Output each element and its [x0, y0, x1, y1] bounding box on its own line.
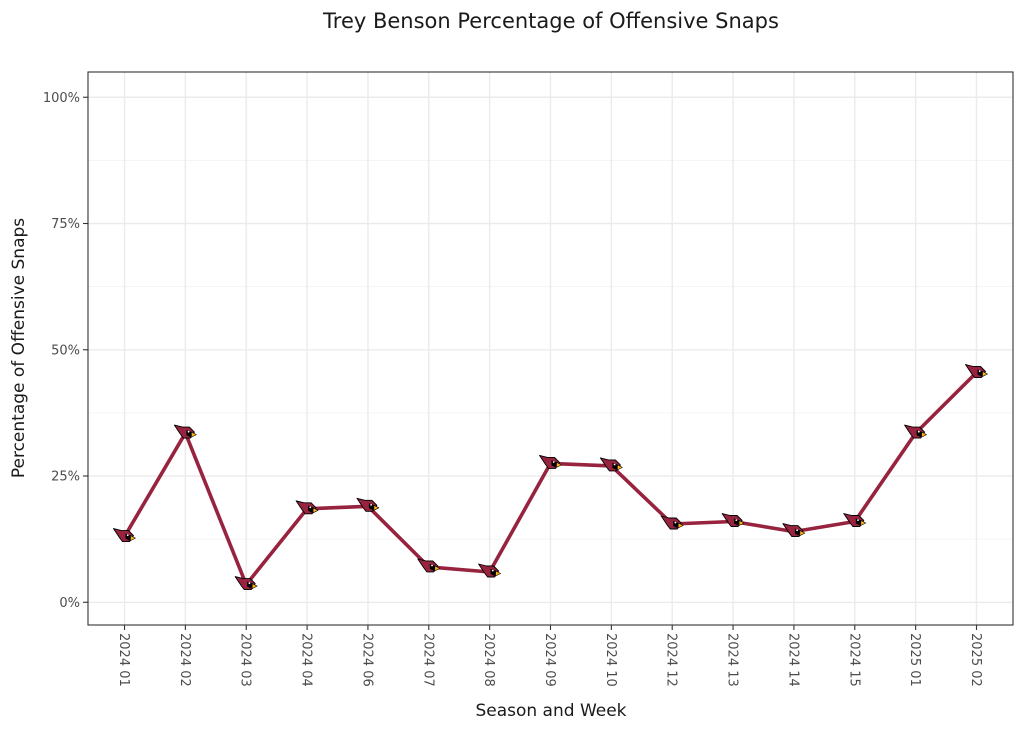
y-tick-label: 25% [51, 470, 80, 485]
x-tick-label: 2024 06 [359, 633, 374, 687]
data-point-marker [539, 454, 562, 469]
x-tick-label: 2025 02 [968, 633, 983, 687]
cardinals-logo-icon [843, 513, 867, 527]
cardinals-logo-icon [965, 364, 988, 378]
data-point-marker [417, 558, 441, 573]
data-point-marker [599, 457, 623, 472]
cardinals-logo-icon [782, 523, 806, 538]
y-tick-label: 50% [51, 343, 80, 358]
marker-group [113, 364, 988, 591]
data-point-marker [721, 513, 745, 527]
x-tick-label: 2025 01 [907, 633, 922, 687]
cardinals-logo-icon [904, 424, 927, 439]
x-tick-label: 2024 07 [420, 633, 435, 687]
cardinals-logo-icon [417, 558, 441, 573]
data-point-marker [904, 424, 927, 439]
cardinals-logo-icon [599, 457, 623, 472]
data-point-marker [478, 563, 501, 578]
x-tick-label: 2024 03 [238, 633, 253, 687]
cardinals-logo-icon [478, 563, 501, 578]
x-tick-label: 2024 15 [846, 633, 861, 687]
x-axis-title: Season and Week [475, 701, 626, 721]
x-tick-label: 2024 09 [542, 633, 557, 687]
data-point-marker [234, 576, 258, 591]
chart-title: Trey Benson Percentage of Offensive Snap… [322, 9, 779, 33]
data-point-marker [295, 500, 319, 515]
data-point-marker [782, 523, 806, 538]
cardinals-logo-icon [234, 576, 258, 591]
x-axis: 2024 01 2024 02 2024 03 2024 04 2024 06 2024 … [116, 625, 983, 687]
data-point-marker [660, 515, 684, 530]
x-tick-label: 2024 08 [481, 633, 496, 687]
data-point-marker [113, 528, 136, 543]
y-tick-label: 0% [59, 596, 80, 611]
data-point-marker [356, 497, 380, 512]
y-axis-title: Percentage of Offensive Snaps [9, 218, 29, 478]
cardinals-logo-icon [173, 424, 197, 439]
x-tick-label: 2024 02 [177, 633, 192, 687]
x-tick-label: 2024 13 [725, 633, 740, 687]
x-tick-label: 2024 14 [785, 633, 800, 687]
cardinals-logo-icon [356, 497, 380, 512]
y-tick-label: 100% [43, 91, 80, 106]
plot-panel [87, 71, 1014, 626]
grid-lines [88, 72, 1013, 625]
x-tick-label: 2024 12 [664, 633, 679, 687]
data-point-marker [965, 364, 988, 378]
cardinals-logo-icon [539, 454, 562, 469]
x-tick-label: 2024 01 [116, 633, 131, 687]
cardinals-logo-icon [295, 500, 319, 515]
cardinals-logo-icon [721, 513, 745, 527]
cardinals-logo-icon [113, 528, 136, 543]
y-tick-label: 75% [51, 217, 80, 232]
x-tick-label: 2024 04 [299, 633, 314, 687]
data-point-marker [843, 513, 867, 527]
data-point-marker [173, 424, 197, 439]
y-axis: 0% 25% 50% 75% 100% [43, 91, 88, 611]
cardinals-logo-icon [660, 515, 684, 530]
x-tick-label: 2024 10 [603, 633, 618, 687]
